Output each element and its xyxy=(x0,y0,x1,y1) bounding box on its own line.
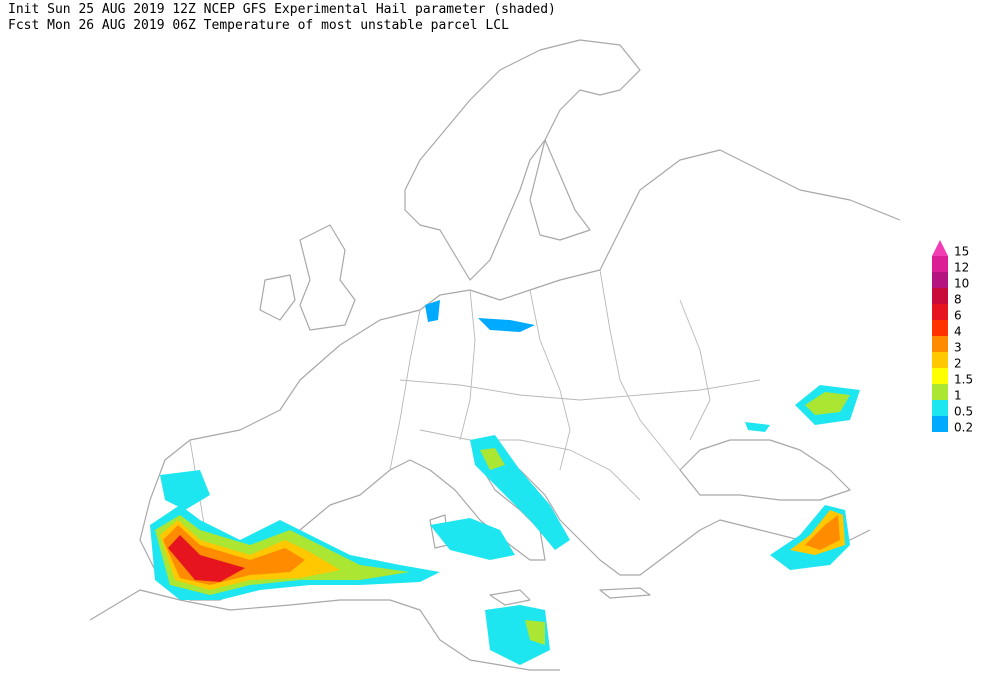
legend: 15 12 10 8 6 4 3 2 1.5 1 0.5 0.2 xyxy=(932,240,973,435)
legend-label: 6 xyxy=(954,309,962,323)
legend-swatch xyxy=(932,240,948,256)
legend-swatch xyxy=(932,368,948,384)
header-line: Init Sun 25 AUG 2019 12Z NCEP GFS Experi… xyxy=(8,2,556,17)
legend-swatch xyxy=(932,400,948,416)
legend-label: 1.5 xyxy=(954,373,973,387)
legend-label: 3 xyxy=(954,341,962,355)
legend-swatch xyxy=(932,272,948,288)
legend-label: 8 xyxy=(954,293,962,307)
legend-label: 12 xyxy=(954,261,969,275)
country-borders xyxy=(189,269,761,601)
legend-label: 15 xyxy=(954,245,969,259)
legend-label: 0.5 xyxy=(954,405,973,419)
hail-shading xyxy=(150,300,860,665)
legend-swatch xyxy=(932,288,948,304)
legend-label: 10 xyxy=(954,277,969,291)
legend-swatch xyxy=(932,336,948,352)
legend-swatch xyxy=(932,304,948,320)
legend-swatch xyxy=(932,416,948,432)
legend-label: 0.2 xyxy=(954,421,973,435)
legend-label: 2 xyxy=(954,357,962,371)
legend-label: 4 xyxy=(954,325,962,339)
legend-label: 1 xyxy=(954,389,962,403)
legend-swatch xyxy=(932,320,948,336)
legend-swatch xyxy=(932,256,948,272)
legend-swatch xyxy=(932,384,948,400)
legend-swatch xyxy=(932,352,948,368)
header-line: Fcst Mon 26 AUG 2019 06Z Temperature of … xyxy=(8,18,509,33)
